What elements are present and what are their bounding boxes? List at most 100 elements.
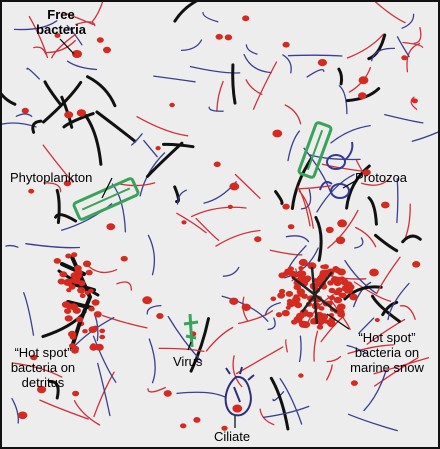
free-bacteria-line2: bacteria xyxy=(36,22,86,37)
marine-snow-icon xyxy=(291,266,338,325)
bacterium-icon xyxy=(282,203,290,210)
bacterium-icon xyxy=(72,277,81,285)
filament xyxy=(343,285,383,301)
filament xyxy=(5,244,19,248)
filament xyxy=(205,326,234,352)
bacterium-icon xyxy=(304,275,312,282)
bacterium-icon xyxy=(349,293,358,301)
protozoa-label: Protozoa xyxy=(355,170,408,185)
filament xyxy=(13,20,58,31)
bacterium-icon xyxy=(120,255,128,262)
filament xyxy=(354,226,377,248)
bacterium-icon xyxy=(270,296,277,302)
filament xyxy=(42,144,74,183)
bacterium-icon xyxy=(339,292,347,299)
protozoa-icon xyxy=(319,141,354,199)
phytoplankton-icon xyxy=(297,121,333,179)
bacterium-icon xyxy=(285,305,291,310)
bacterium-icon xyxy=(318,306,325,311)
bacterium-icon xyxy=(291,319,298,325)
free-bacteria-label: Free bacteria xyxy=(30,7,92,37)
filament xyxy=(235,346,284,375)
filament xyxy=(300,188,312,210)
filament xyxy=(374,233,399,253)
filament xyxy=(146,141,184,178)
filament xyxy=(162,142,195,149)
filament xyxy=(360,177,391,186)
bacterium-icon xyxy=(381,201,390,209)
filament xyxy=(267,317,276,331)
bacterium-icon xyxy=(69,303,79,311)
bacterium-icon xyxy=(335,236,346,245)
bacterium-icon xyxy=(92,325,98,330)
filament xyxy=(88,266,118,274)
filament xyxy=(298,335,302,363)
bacterium-icon xyxy=(221,425,228,431)
filament xyxy=(195,217,220,241)
hot-spot-detritus-line2: detritus xyxy=(21,375,65,390)
bacterium-icon xyxy=(292,296,301,303)
bacterium-icon xyxy=(99,328,106,334)
bacterium-icon xyxy=(88,306,95,312)
bacterium-icon xyxy=(298,373,304,378)
bacterium-icon xyxy=(319,269,329,277)
filament xyxy=(327,209,359,249)
filament xyxy=(39,399,89,420)
filament xyxy=(73,400,101,426)
bacterium-icon xyxy=(337,219,347,228)
bacterium-icon xyxy=(297,291,305,298)
filament xyxy=(147,386,166,393)
bacterium-icon xyxy=(213,161,221,168)
bacterium-icon xyxy=(229,297,239,305)
filament xyxy=(358,317,375,334)
filament xyxy=(374,2,406,24)
bacterium-icon xyxy=(37,385,47,394)
bacterium-icon xyxy=(287,224,295,230)
filament xyxy=(366,318,406,345)
filament xyxy=(284,247,319,279)
hot-spot-snow-label: “Hot spot” bacteria on marine snow xyxy=(342,330,432,375)
bacterium-icon xyxy=(232,404,243,413)
filament xyxy=(176,189,187,205)
bacterium-icon xyxy=(285,290,294,297)
filament xyxy=(371,47,396,62)
bacterium-icon xyxy=(69,334,77,340)
bacterium-icon xyxy=(358,92,367,100)
bacterium-icon xyxy=(85,269,93,276)
bacterium-icon xyxy=(69,343,76,349)
filament xyxy=(353,281,392,302)
bacterium-icon xyxy=(227,204,233,209)
ciliate-icon xyxy=(224,366,255,417)
filament xyxy=(139,152,166,197)
bacterium-icon xyxy=(369,268,379,277)
filament xyxy=(153,75,196,83)
filament xyxy=(413,27,422,44)
detritus-bacteria-cluster xyxy=(53,252,106,354)
bacterium-icon xyxy=(333,296,343,304)
filament xyxy=(208,106,224,112)
bacterium-icon xyxy=(103,46,111,54)
filament xyxy=(402,41,424,48)
bacterium-icon xyxy=(333,277,341,284)
filament-layer xyxy=(2,2,438,432)
bacterium-icon xyxy=(224,34,233,41)
filament xyxy=(147,234,156,276)
filament xyxy=(61,11,94,26)
bacterium-icon xyxy=(294,302,303,309)
filament xyxy=(274,190,284,205)
bacterium-icon xyxy=(242,15,250,22)
filament xyxy=(28,15,49,59)
filament xyxy=(2,92,17,106)
filament xyxy=(264,302,281,316)
bacterium-icon xyxy=(76,109,86,117)
bacterium-icon xyxy=(241,303,251,311)
filament xyxy=(51,33,77,59)
filament xyxy=(285,235,310,243)
bacterium-icon xyxy=(282,41,290,48)
filament xyxy=(148,338,156,384)
bacterium-icon xyxy=(279,288,286,294)
hot-spot-detritus-line1: bacteria on xyxy=(10,360,76,375)
bacterium-icon xyxy=(272,129,283,138)
filament xyxy=(284,104,302,125)
bacterium-icon xyxy=(254,236,262,243)
